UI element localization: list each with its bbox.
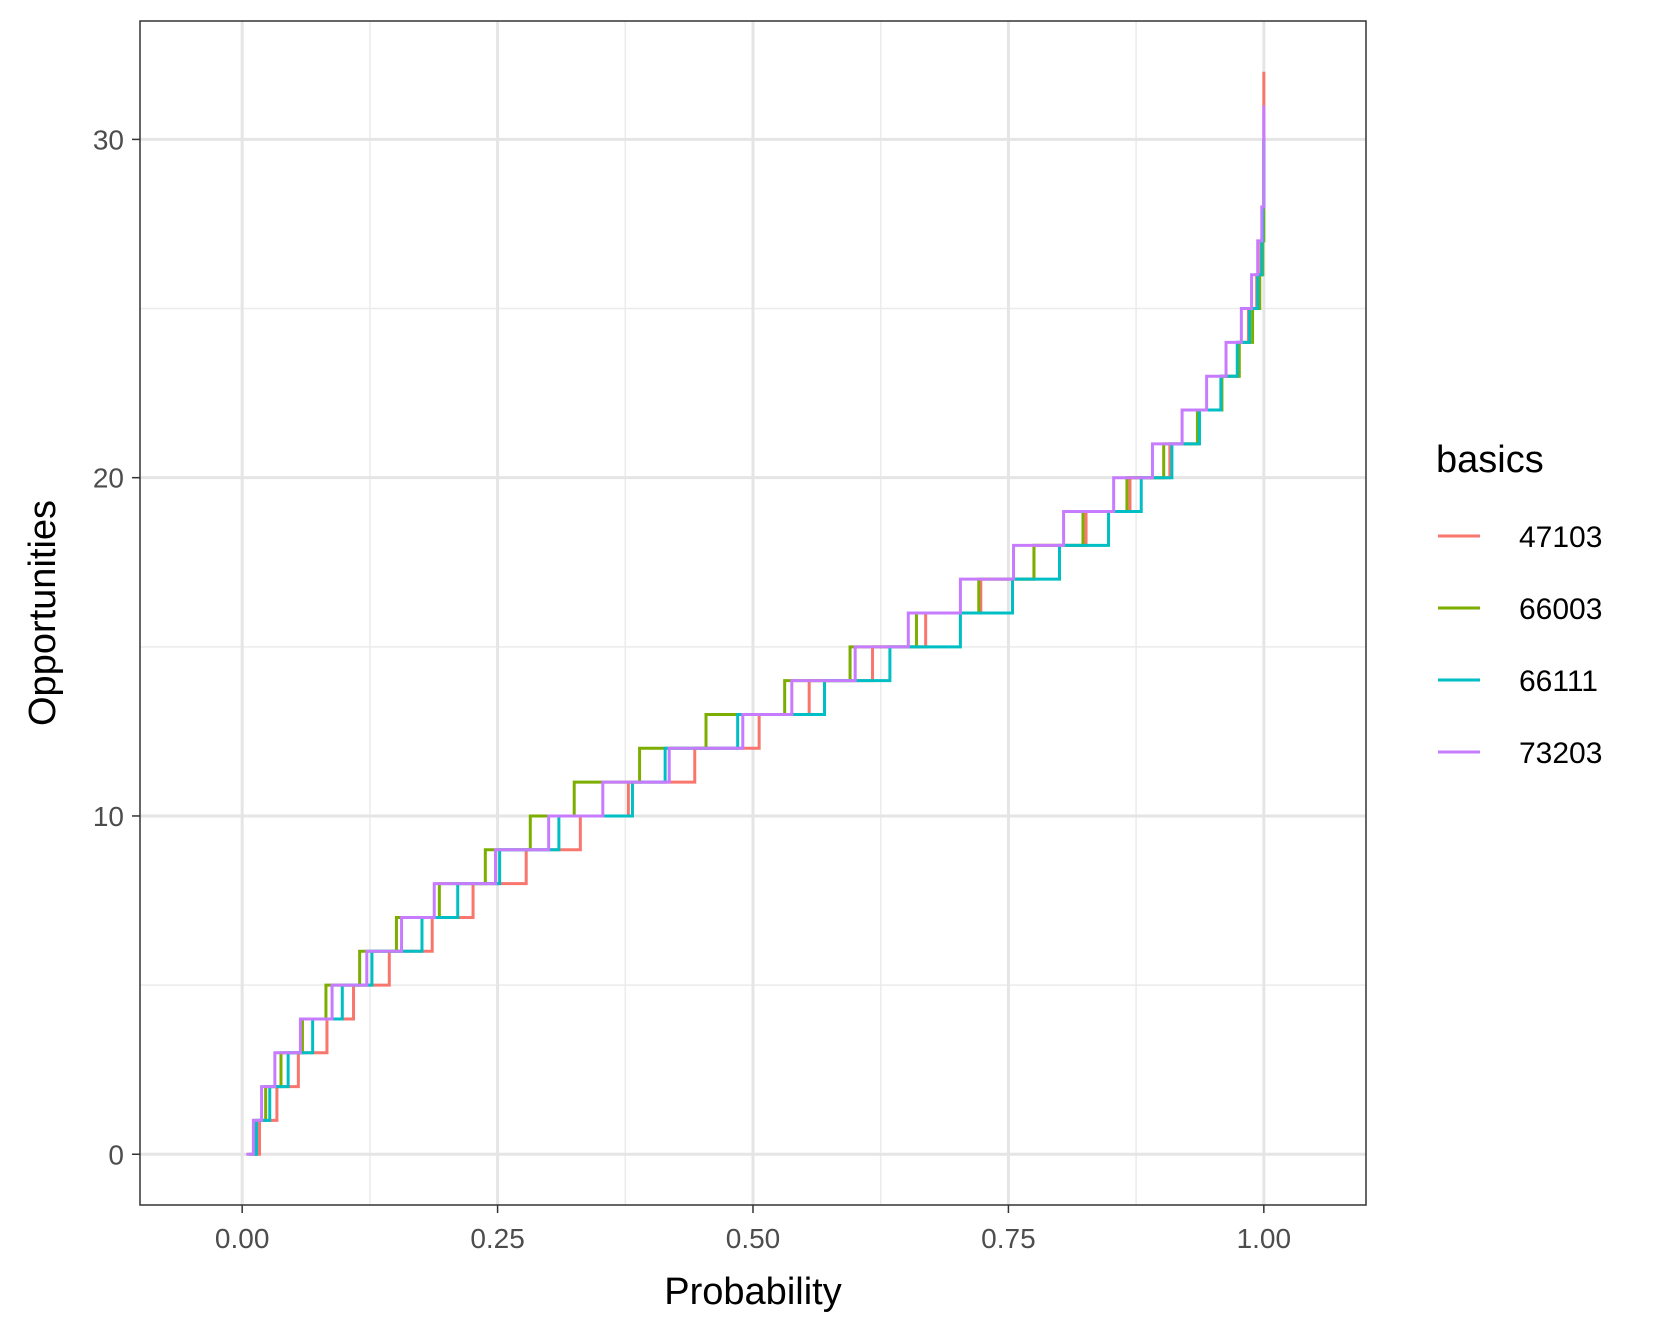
x-axis: 0.00 0.25 0.50 0.75 1.00: [215, 1205, 1291, 1254]
y-tick-label: 10: [93, 801, 124, 832]
series-line-66111: [250, 139, 1266, 1156]
series-layer: [246, 71, 1266, 1156]
y-tick-label: 30: [93, 124, 124, 155]
y-tick-label: 20: [93, 463, 124, 494]
legend: basics 47103 66003 66111 73203: [1436, 439, 1602, 770]
legend-label-47103: 47103: [1519, 521, 1602, 554]
x-tick-label: 0.50: [726, 1223, 781, 1254]
y-axis: 0 10 20 30: [93, 124, 140, 1170]
x-tick-label: 0.25: [470, 1223, 525, 1254]
y-axis-title: Opportunities: [22, 500, 64, 726]
legend-label-66111: 66111: [1519, 665, 1598, 698]
legend-title: basics: [1436, 439, 1544, 481]
series-line-73203: [246, 105, 1266, 1156]
x-tick-label: 0.00: [215, 1223, 270, 1254]
y-tick-label: 0: [108, 1139, 124, 1170]
x-tick-label: 0.75: [981, 1223, 1036, 1254]
legend-label-66003: 66003: [1519, 593, 1602, 626]
x-axis-title: Probability: [664, 1271, 841, 1313]
legend-label-73203: 73203: [1519, 737, 1602, 770]
x-tick-label: 1.00: [1237, 1223, 1292, 1254]
